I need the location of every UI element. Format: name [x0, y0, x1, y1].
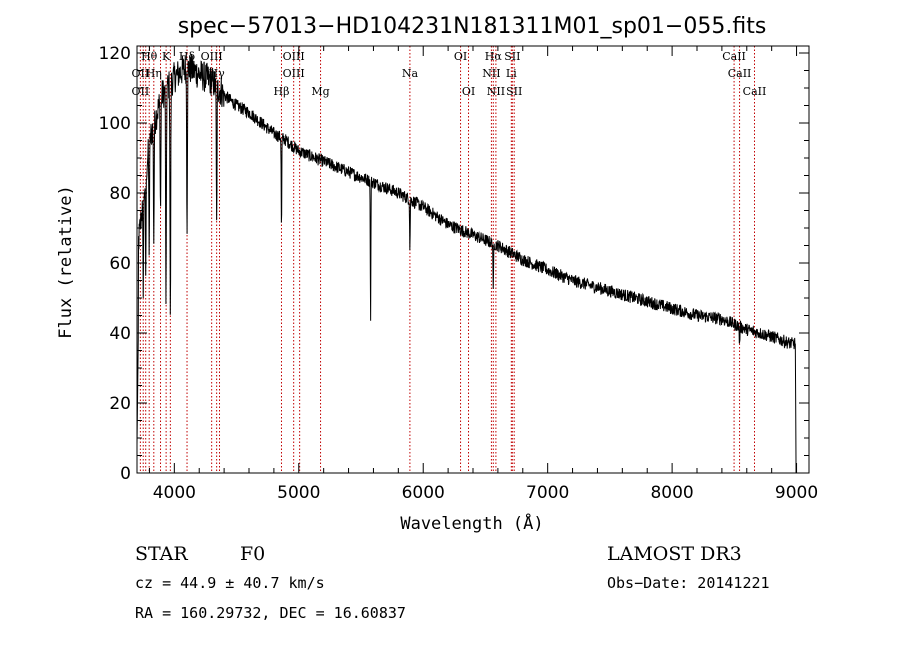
- line-label: Hδ: [179, 50, 196, 63]
- x-tick-label: 6000: [402, 483, 445, 503]
- line-label: K: [162, 50, 171, 63]
- line-label: Mg: [311, 85, 329, 98]
- x-tick-label: 8000: [650, 483, 693, 503]
- line-label: Hθ: [141, 50, 158, 63]
- plot-frame: [136, 45, 810, 474]
- line-label: NII: [482, 67, 500, 80]
- y-tick-label: 20: [109, 394, 131, 414]
- y-tick-label: 100: [99, 114, 131, 134]
- line-label: OIII: [283, 67, 305, 80]
- y-tick-label: 60: [109, 254, 131, 274]
- line-label: OII: [132, 85, 150, 98]
- y-axis-label: Flux (relative): [56, 185, 76, 339]
- x-tick-label: 7000: [526, 483, 569, 503]
- redshift-velocity: cz = 44.9 ± 40.7 km/s: [135, 574, 325, 592]
- line-label: CaII: [722, 50, 746, 63]
- line-label: Hα: [485, 50, 503, 63]
- x-axis-ticks: 4000 5000 6000 7000 8000 9000: [148, 46, 818, 503]
- line-label: Hβ: [274, 85, 290, 98]
- line-label: CaII: [743, 85, 767, 98]
- y-tick-label: 0: [120, 464, 131, 484]
- line-label: Li: [506, 67, 517, 80]
- line-markers: [139, 46, 755, 473]
- spectrum-series: [136, 54, 797, 474]
- y-tick-label: 40: [109, 324, 131, 344]
- y-tick-label: 120: [99, 44, 131, 64]
- line-label: SII: [506, 85, 522, 98]
- object-subclass: F0: [240, 543, 265, 565]
- y-tick-label: 80: [109, 184, 131, 204]
- line-label: OIII: [201, 50, 223, 63]
- observation-date: Obs−Date: 20141221: [607, 574, 770, 592]
- line-label: Hγ: [209, 67, 226, 80]
- line-label: OI: [462, 85, 475, 98]
- line-label: OIII: [283, 50, 305, 63]
- line-label: NII: [487, 85, 505, 98]
- line-label: OI: [454, 50, 467, 63]
- line-label: SII: [504, 50, 520, 63]
- line-label: OII: [132, 67, 150, 80]
- sky-coordinates: RA = 160.29732, DEC = 16.60837: [135, 604, 406, 622]
- survey-name: LAMOST DR3: [607, 543, 742, 565]
- y-axis-ticks: 0 20 40 60 80 100 120: [99, 44, 809, 484]
- line-label: Hη: [146, 67, 162, 80]
- x-axis-label: Wavelength (Å): [400, 512, 543, 534]
- spectrum-line: [136, 54, 797, 474]
- x-tick-label: 4000: [153, 483, 196, 503]
- x-tick-label: 5000: [277, 483, 320, 503]
- chart-title: spec−57013−HD104231N181311M01_sp01−055.f…: [178, 14, 767, 39]
- line-label: Na: [402, 67, 419, 80]
- x-tick-label: 9000: [775, 483, 818, 503]
- line-label: CaII: [728, 67, 752, 80]
- object-class: STAR: [135, 543, 188, 565]
